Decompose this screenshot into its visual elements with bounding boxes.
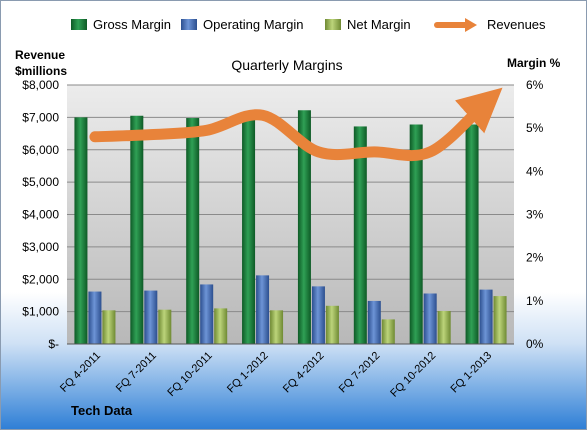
legend-label-gross-margin: Gross Margin [93,17,171,32]
bar-operating-margin [88,292,101,344]
bar-net-margin [102,310,115,344]
legend-label-operating-margin: Operating Margin [203,17,303,32]
left-tick-label: $- [48,337,59,351]
footer-label: Tech Data [71,403,133,418]
right-tick-label: 4% [526,164,544,178]
category-label: FQ 10-2011 [165,350,214,399]
bar-net-margin [158,310,171,344]
bar-operating-margin [312,286,325,344]
category-label: FQ 4-2012 [281,350,327,396]
bar-operating-margin [424,293,437,344]
bar-net-margin [438,311,451,344]
right-tick-label: 1% [526,294,544,308]
bar-operating-margin [256,275,269,344]
bar-operating-margin [480,290,493,344]
category-label: FQ 4-2011 [58,350,103,395]
legend-arrow-icon [465,18,477,32]
category-label: FQ 10-2012 [388,350,438,400]
right-tick-label: 6% [526,78,544,92]
right-axis-ticks: 0% 1% 2% 3% 4% 5% 6% [526,78,544,351]
right-tick-label: 2% [526,251,544,265]
left-tick-label: $7,000 [22,110,59,124]
left-tick-label: $2,000 [22,272,59,286]
bar-gross-margin [186,118,199,344]
chart-title: Quarterly Margins [231,57,342,73]
left-tick-label: $6,000 [22,143,59,157]
bar-gross-margin [242,117,255,344]
bar-net-margin [494,296,507,344]
bar-operating-margin [144,291,157,344]
category-label: FQ 1-2012 [225,350,271,396]
bar-gross-margin [354,126,367,344]
left-tick-label: $8,000 [22,78,59,92]
left-tick-label: $5,000 [22,175,59,189]
bar-gross-margin [74,117,87,344]
right-tick-label: 0% [526,337,544,351]
left-axis-label-line2: $millions [15,64,67,78]
legend-label-net-margin: Net Margin [347,17,411,32]
left-tick-label: $1,000 [22,305,59,319]
legend-swatch-gross-margin [71,19,87,30]
bar-gross-margin [466,124,479,344]
left-tick-label: $4,000 [22,208,59,222]
bar-operating-margin [368,301,381,344]
bar-net-margin [214,308,227,344]
legend: Gross Margin Operating Margin Net Margin… [71,17,546,32]
right-tick-label: 5% [526,121,544,135]
category-label: FQ 7-2012 [337,350,383,396]
category-label: FQ 1-2013 [449,350,495,396]
legend-swatch-net-margin [325,19,341,30]
right-tick-label: 3% [526,208,544,222]
left-tick-label: $3,000 [22,240,59,254]
bar-operating-margin [200,284,213,344]
bar-gross-margin [130,116,143,344]
left-axis-ticks: $- $1,000 $2,000 $3,000 $4,000 $5,000 $6,000 $7… [22,78,59,351]
left-axis-label-line1: Revenue [15,48,65,62]
category-label: FQ 7-2011 [114,350,159,395]
legend-label-revenues: Revenues [487,17,546,32]
bar-net-margin [382,319,395,344]
bar-net-margin [326,306,339,344]
bar-net-margin [270,310,283,344]
legend-swatch-operating-margin [181,19,197,30]
right-axis-label: Margin % [507,56,561,70]
